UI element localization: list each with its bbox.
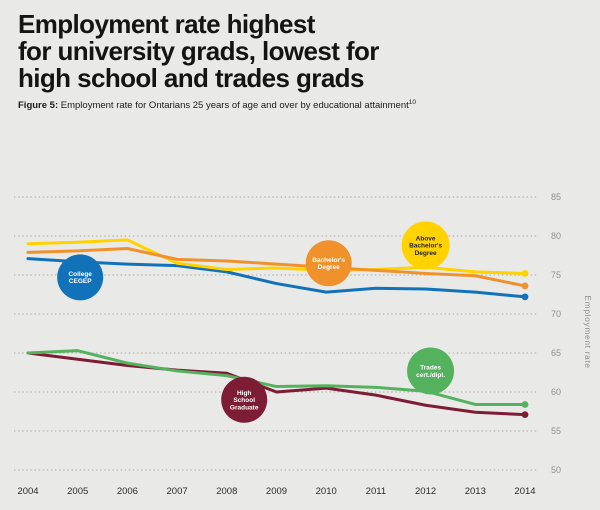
y-tick-label: 70 — [551, 309, 561, 319]
figure-label: Figure 5: — [18, 100, 59, 112]
x-tick-label: 2013 — [465, 486, 486, 497]
series-end-dot-trades-cert-dipl — [521, 401, 529, 408]
x-tick-label: 2014 — [514, 486, 535, 497]
series-line-college-cegep — [26, 257, 527, 299]
series-line-above-bachelors-degree — [26, 238, 527, 275]
x-tick-label: 2011 — [366, 486, 386, 497]
header: Employment rate highest for university g… — [18, 9, 590, 111]
figure-caption-text: Employment rate for Ontarians 25 years o… — [58, 100, 409, 112]
y-tick-label: 85 — [551, 192, 561, 202]
series-line-trades-cert-dipl — [26, 349, 527, 406]
y-tick-label: 60 — [551, 387, 561, 397]
x-tick-label: 2007 — [167, 486, 188, 497]
employment-rate-chart-svg: 85 80 75 70 65 60 55 50 2004 2005 2006 2007 2008 2009… — [14, 192, 593, 497]
series-badge-label-trades-cert-dipl: Trades cert./dipl. — [416, 365, 445, 379]
x-tick-label: 2005 — [67, 486, 88, 497]
x-tick-label: 2008 — [216, 486, 237, 497]
y-tick-label: 80 — [551, 231, 561, 241]
series-badge-trades-cert-dipl — [407, 347, 455, 395]
series-badge-label-college-cegep: College CEGEP — [68, 271, 92, 285]
series-line-bachelors-degree — [26, 246, 527, 288]
x-tick-label: 2010 — [316, 486, 337, 497]
series-badge-label-bachelors-degree: Bachelor's Degree — [312, 257, 345, 271]
y-axis-title: Employment rate — [583, 295, 593, 368]
x-tick-label: 2012 — [415, 486, 436, 497]
employment-rate-chart: 85 80 75 70 65 60 55 50 2004 2005 2006 2007 2008 2009… — [0, 165, 600, 510]
series-line-high-school-graduate — [26, 351, 527, 417]
x-tick-label: 2004 — [17, 486, 38, 497]
x-tick-label: 2006 — [117, 486, 138, 497]
series-badge-label-above-bachelors-degree: Above Bachelor's Degree — [409, 235, 442, 256]
series-end-dot-high-school-graduate — [521, 411, 529, 419]
series-end-dot-bachelors-degree — [521, 282, 529, 290]
series-end-dot-college-cegep — [521, 293, 529, 301]
y-tick-label: 65 — [551, 348, 561, 358]
y-tick-label: 50 — [551, 465, 561, 475]
series-badge-high-school-graduate — [221, 376, 268, 423]
series-badge-college-cegep — [57, 254, 104, 301]
page-title: Employment rate highest for university g… — [18, 9, 379, 94]
footnote-marker: 10 — [408, 99, 417, 107]
y-tick-label: 55 — [551, 426, 561, 436]
series-badge-bachelors-degree — [305, 240, 352, 287]
figure-caption: Figure 5: Employment rate for Ontarians … — [18, 99, 590, 111]
series-badge-above-bachelors-degree — [401, 221, 450, 270]
series-end-dot-above-bachelors-degree — [521, 270, 529, 277]
x-tick-label: 2009 — [266, 486, 287, 497]
y-tick-label: 75 — [551, 270, 561, 280]
series-badge-label-high-school-graduate: High School Graduate — [230, 390, 259, 411]
